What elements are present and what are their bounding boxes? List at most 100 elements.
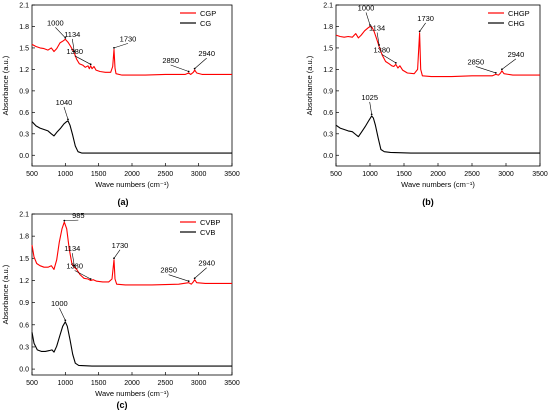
panel-a: 500 1000 1500 2000 2500 3000 3500 0.0 0.3 0.6 0.9 1… <box>1 3 240 208</box>
peak-annotation: 1025 <box>361 93 378 102</box>
annotation-arrow <box>63 106 69 120</box>
annotation-arrow <box>74 55 91 65</box>
y-axis-label: Absorbance (a.u.) <box>1 264 10 324</box>
annotation-arrowhead <box>378 44 381 46</box>
plot-frame <box>31 213 233 376</box>
annotation-arrowhead <box>73 264 76 267</box>
annotation-arrowhead <box>394 61 397 64</box>
peak-annotation: 1730 <box>417 14 434 23</box>
peak-annotation: 2940 <box>198 49 215 58</box>
x-tick-label: 3500 <box>224 171 240 178</box>
x-tick-label: 2500 <box>158 171 174 178</box>
peak-annotation: 1000 <box>51 299 68 308</box>
panel-label: (a) <box>118 197 129 207</box>
peak-annotation: 2850 <box>162 56 179 65</box>
series-line-chg <box>335 115 540 154</box>
annotation-arrowhead <box>63 219 66 222</box>
annotation-arrowhead <box>193 277 196 280</box>
y-tick-label: 2.1 <box>19 3 29 10</box>
x-tick-label: 1500 <box>396 171 412 178</box>
annotation-arrow <box>170 64 189 72</box>
y-tick-label: 1.8 <box>19 234 29 241</box>
legend-label: CG <box>200 19 211 28</box>
y-tick-label: 0.0 <box>19 153 29 160</box>
annotation-arrow <box>419 22 426 32</box>
peak-annotation: 2850 <box>467 57 484 66</box>
y-tick-label: 0.0 <box>323 153 333 160</box>
y-tick-label: 0.9 <box>19 300 29 307</box>
annotation-arrowhead <box>370 113 373 116</box>
peak-annotation: 1134 <box>369 24 385 33</box>
y-tick-label: 1.5 <box>19 45 29 52</box>
x-tick-label: 1500 <box>91 171 107 178</box>
annotation-arrowhead <box>369 24 371 26</box>
annotation-arrowhead <box>187 70 190 73</box>
x-tick-label: 500 <box>330 171 342 178</box>
annotation-arrow <box>168 274 189 282</box>
annotation-arrowhead <box>113 257 115 260</box>
y-tick-label: 1.2 <box>323 67 333 74</box>
series-line-cvb <box>31 321 232 367</box>
series-line-cgp <box>31 38 232 76</box>
annotation-arrowhead <box>73 50 76 53</box>
annotation-arrowhead <box>187 280 190 283</box>
x-tick-label: 2500 <box>464 171 480 178</box>
annotation-arrowhead <box>64 36 67 39</box>
peak-annotation: 1380 <box>373 45 390 54</box>
x-tick-label: 3000 <box>191 171 207 178</box>
annotation-arrow <box>59 307 66 321</box>
annotation-arrow <box>64 219 79 221</box>
annotation-arrow <box>369 101 372 115</box>
y-tick-label: 1.5 <box>323 45 333 52</box>
y-tick-label: 1.2 <box>19 67 29 74</box>
y-axis-label: Absorbance (a.u.) <box>305 55 314 115</box>
x-tick-label: 3000 <box>191 380 207 387</box>
annotation-arrow <box>365 12 371 26</box>
legend-label: CVBP <box>200 218 220 227</box>
annotation-arrow <box>194 57 207 69</box>
plot-frame <box>31 4 233 167</box>
peak-annotation: 2850 <box>160 266 177 275</box>
annotation-arrow <box>194 267 207 279</box>
annotation-arrowhead <box>89 63 92 66</box>
peak-annotation: 1730 <box>112 241 129 250</box>
annotation-arrow <box>55 27 66 39</box>
annotation-arrow <box>381 54 396 64</box>
panel-b: 500 1000 1500 2000 2500 3000 3500 0.0 0.3 0.6 0.9 1… <box>305 3 548 208</box>
annotation-arrow <box>74 270 91 280</box>
y-tick-label: 2.1 <box>19 212 29 219</box>
peak-annotation: 1380 <box>66 47 83 56</box>
legend-label: CHGP <box>508 9 530 18</box>
x-tick-label: 1000 <box>58 380 74 387</box>
x-tick-label: 2000 <box>124 380 140 387</box>
y-axis-label: Absorbance (a.u.) <box>1 55 10 115</box>
y-tick-label: 0.3 <box>19 344 29 351</box>
annotation-arrowhead <box>113 46 115 49</box>
y-tick-label: 0.3 <box>323 131 333 138</box>
series-line-chgp <box>335 25 540 78</box>
annotation-arrowhead <box>418 30 421 33</box>
y-tick-label: 0.3 <box>19 131 29 138</box>
peak-annotation: 1040 <box>56 98 73 107</box>
peak-annotation: 1380 <box>66 261 83 270</box>
x-tick-label: 500 <box>26 380 38 387</box>
x-tick-label: 1500 <box>91 380 107 387</box>
legend-label: CHG <box>508 19 525 28</box>
annotation-arrow <box>376 32 380 46</box>
annotation-arrow <box>113 43 129 49</box>
y-tick-label: 1.2 <box>19 278 29 285</box>
x-tick-label: 500 <box>26 171 38 178</box>
annotation-arrowhead <box>89 278 92 280</box>
x-tick-label: 2000 <box>124 171 140 178</box>
x-tick-label: 2000 <box>430 171 446 178</box>
x-tick-label: 3500 <box>224 380 240 387</box>
x-axis-label: Wave numbers (cm⁻¹) <box>95 180 169 189</box>
peak-annotation: 2940 <box>198 259 215 268</box>
annotation-arrowhead <box>193 67 196 70</box>
panel-c: 500 1000 1500 2000 2500 3000 3500 0.0 0.3 0.6 0.9 1… <box>1 211 240 410</box>
y-tick-label: 0.9 <box>19 88 29 95</box>
peak-annotation: 1000 <box>47 18 64 27</box>
y-tick-label: 1.8 <box>323 24 333 31</box>
y-tick-label: 0.6 <box>19 322 29 329</box>
annotation-arrow <box>501 58 517 70</box>
